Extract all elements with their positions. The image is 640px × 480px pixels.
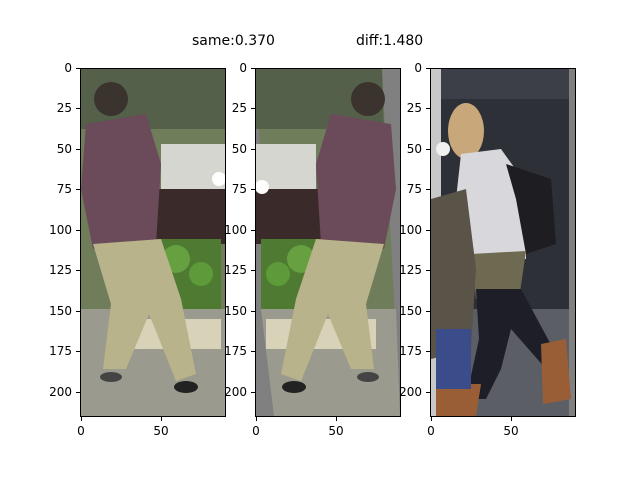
same-tick-y150 — [251, 311, 255, 312]
same-ytick-150: 150 — [224, 304, 247, 318]
diff-ytick-25: 25 — [406, 101, 422, 115]
same-tick-y200 — [251, 392, 255, 393]
query-tick-x50 — [161, 417, 162, 421]
query-xtick-0: 0 — [77, 424, 85, 438]
same-ytick-125: 125 — [224, 263, 247, 277]
diff-ytick-100: 100 — [399, 223, 422, 237]
query-tick-y100 — [76, 230, 80, 231]
diff-xtick-50: 50 — [503, 424, 519, 438]
same-ytick-100: 100 — [224, 223, 247, 237]
diff-score-title: diff:1.480 — [356, 33, 424, 49]
diff-ytick-125: 125 — [399, 263, 422, 277]
same-xtick-0: 0 — [252, 424, 260, 438]
diff-tick-y75 — [426, 189, 430, 190]
diff-ytick-0: 0 — [414, 61, 422, 75]
query-tick-y25 — [76, 108, 80, 109]
same-tick-y0 — [251, 68, 255, 69]
same-score-title: same:0.370 — [192, 33, 275, 49]
same-tick-x50 — [336, 417, 337, 421]
diff-tick-y200 — [426, 392, 430, 393]
same-xtick-50: 50 — [328, 424, 344, 438]
same-ytick-200: 200 — [224, 385, 247, 399]
query-tick-y75 — [76, 189, 80, 190]
query-ytick-25: 25 — [56, 101, 72, 115]
same-tick-x0 — [256, 417, 257, 421]
query-tick-y200 — [76, 392, 80, 393]
same-tick-y125 — [251, 270, 255, 271]
diff-ytick-75: 75 — [406, 182, 422, 196]
same-tick-y75 — [251, 189, 255, 190]
query-ytick-0: 0 — [64, 61, 72, 75]
same-tick-y50 — [251, 149, 255, 150]
same-ytick-25: 25 — [231, 101, 247, 115]
diff-tick-y100 — [426, 230, 430, 231]
same-image-axes — [255, 68, 401, 417]
query-tick-x0 — [81, 417, 82, 421]
diff-tick-x0 — [431, 417, 432, 421]
query-image-axes — [80, 68, 226, 417]
diff-person-image — [431, 69, 575, 416]
diff-tick-y25 — [426, 108, 430, 109]
same-ytick-175: 175 — [224, 344, 247, 358]
query-tick-y175 — [76, 351, 80, 352]
diff-tick-y125 — [426, 270, 430, 271]
diff-tick-x50 — [511, 417, 512, 421]
same-ytick-75: 75 — [231, 182, 247, 196]
query-tick-y0 — [76, 68, 80, 69]
query-person-image — [81, 69, 225, 416]
diff-ytick-50: 50 — [406, 142, 422, 156]
diff-ytick-175: 175 — [399, 344, 422, 358]
query-tick-y125 — [76, 270, 80, 271]
query-ytick-50: 50 — [56, 142, 72, 156]
diff-ytick-150: 150 — [399, 304, 422, 318]
query-ytick-100: 100 — [49, 223, 72, 237]
same-person-image — [256, 69, 400, 416]
diff-image-axes — [430, 68, 576, 417]
diff-tick-y175 — [426, 351, 430, 352]
same-tick-y25 — [251, 108, 255, 109]
query-ytick-150: 150 — [49, 304, 72, 318]
query-tick-y50 — [76, 149, 80, 150]
same-tick-y100 — [251, 230, 255, 231]
diff-ytick-200: 200 — [399, 385, 422, 399]
same-ytick-50: 50 — [231, 142, 247, 156]
query-ytick-200: 200 — [49, 385, 72, 399]
diff-tick-y0 — [426, 68, 430, 69]
diff-tick-y50 — [426, 149, 430, 150]
same-ytick-0: 0 — [239, 61, 247, 75]
query-xtick-50: 50 — [153, 424, 169, 438]
query-ytick-175: 175 — [49, 344, 72, 358]
diff-tick-y150 — [426, 311, 430, 312]
query-ytick-75: 75 — [56, 182, 72, 196]
query-ytick-125: 125 — [49, 263, 72, 277]
query-tick-y150 — [76, 311, 80, 312]
diff-xtick-0: 0 — [427, 424, 435, 438]
same-tick-y175 — [251, 351, 255, 352]
